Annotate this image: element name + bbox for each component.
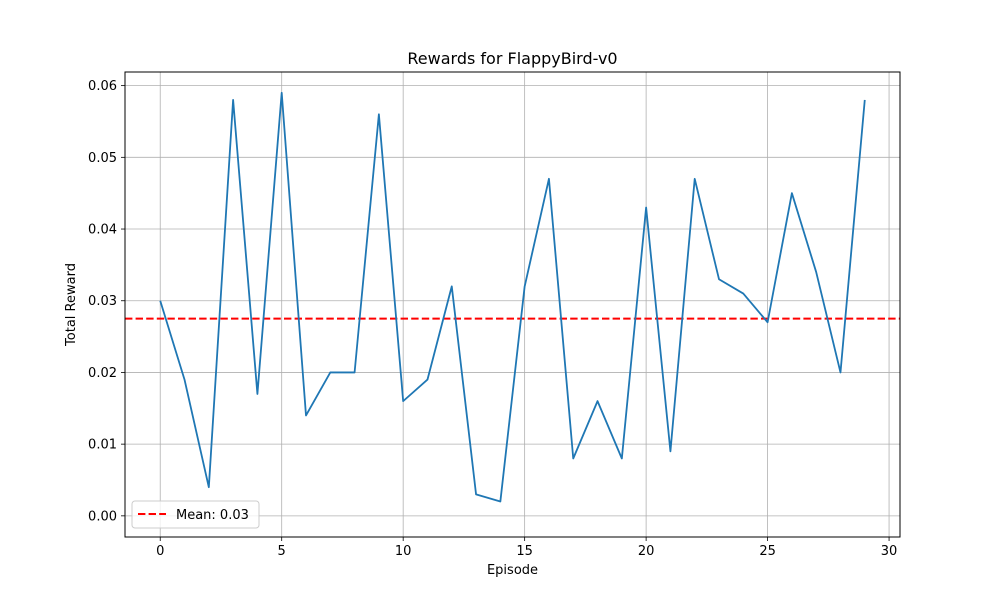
x-tick-label: 5 <box>278 544 286 559</box>
legend: Mean: 0.03 <box>131 500 260 529</box>
x-tick-label: 25 <box>759 544 776 559</box>
x-tick-label: 0 <box>156 544 164 559</box>
plot-area-background <box>125 72 900 537</box>
x-tick-label: 20 <box>638 544 655 559</box>
legend-frame <box>131 500 260 529</box>
legend-mean-label: Mean: 0.03 <box>176 508 249 523</box>
x-tick-label: 30 <box>881 544 898 559</box>
x-tick-label: 15 <box>516 544 533 559</box>
plot-frame <box>124 71 901 538</box>
y-axis-label: Total Reward <box>64 263 79 347</box>
y-tick-label: 0.01 <box>88 438 117 453</box>
y-tick-label: 0.04 <box>88 223 117 238</box>
y-tick-label: 0.00 <box>88 509 117 524</box>
y-tick-label: 0.03 <box>88 294 117 309</box>
y-tick-label: 0.02 <box>88 366 117 381</box>
series-layer <box>159 91 866 503</box>
x-tick-label: 10 <box>395 544 412 559</box>
y-tick-label: 0.06 <box>88 79 117 94</box>
x-axis-label: Episode <box>487 563 538 578</box>
series-line <box>159 91 866 503</box>
axis-ticks: 0 5 10 15 20 25 30 0.00 0.01 0.02 0.03 0.04 0.05 0.06 <box>88 79 897 559</box>
chart-title: Rewards for FlappyBird-v0 <box>407 49 617 68</box>
y-tick-label: 0.05 <box>88 151 117 166</box>
